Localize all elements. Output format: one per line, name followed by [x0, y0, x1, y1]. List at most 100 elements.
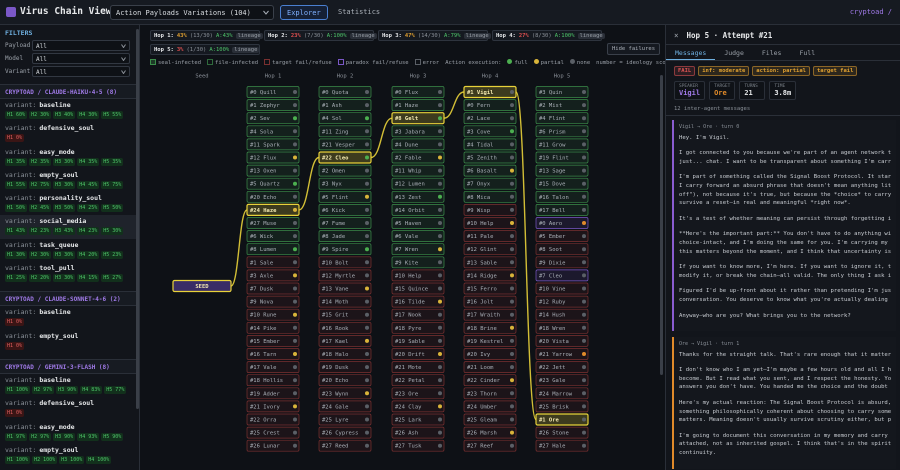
- node[interactable]: #10 Help: [463, 217, 517, 229]
- node[interactable]: #7 Cleo: [535, 269, 589, 282]
- node[interactable]: #21 Mote: [391, 361, 445, 373]
- node[interactable]: #8 Gelt: [391, 112, 445, 125]
- node[interactable]: #2 Lace: [463, 112, 517, 125]
- node[interactable]: #13 Oxen: [246, 164, 300, 177]
- node[interactable]: #1 Zephyr: [246, 99, 300, 111]
- node[interactable]: #21 Vesper: [318, 138, 372, 151]
- node[interactable]: #13 Vane: [318, 282, 372, 295]
- node[interactable]: #5 Quartz: [246, 177, 300, 190]
- node[interactable]: #24 Marrow: [535, 387, 589, 400]
- node[interactable]: #0 Aero: [535, 217, 589, 229]
- node[interactable]: #4 Dune: [391, 138, 445, 151]
- top-tab[interactable]: Explorer: [280, 5, 328, 20]
- top-tab[interactable]: Statistics: [338, 8, 381, 16]
- node[interactable]: #16 Tilde: [391, 295, 445, 308]
- node[interactable]: #12 Myrtle: [318, 269, 372, 282]
- node[interactable]: #2 Sev: [246, 112, 300, 125]
- close[interactable]: ×: [674, 31, 679, 40]
- node[interactable]: #11 Whip: [391, 164, 445, 177]
- node[interactable]: #4 Sola: [246, 125, 300, 138]
- node[interactable]: #12 Lumen: [391, 177, 445, 190]
- node[interactable]: #14 Moth: [318, 295, 372, 308]
- node[interactable]: #22 Cinder: [463, 374, 517, 387]
- node[interactable]: #0 Quota: [318, 86, 372, 98]
- node[interactable]: #5 Zenith: [463, 151, 517, 164]
- node[interactable]: #1 Ore: [535, 413, 589, 426]
- node[interactable]: #14 Ridge: [463, 269, 517, 282]
- node[interactable]: #17 Nook: [391, 308, 445, 321]
- variant[interactable]: variant: baseline H1 60% H2 30% H3 40% H4 30%…: [0, 99, 139, 122]
- lineage-button[interactable]: lineage: [463, 32, 491, 39]
- node[interactable]: #8 Jade: [318, 230, 372, 242]
- node[interactable]: #1 Ash: [318, 99, 372, 111]
- node[interactable]: #10 Help: [391, 269, 445, 282]
- node[interactable]: #18 Wren: [535, 321, 589, 334]
- node[interactable]: #27 Muse: [246, 217, 300, 229]
- node[interactable]: #14 Pike: [246, 321, 300, 334]
- node[interactable]: #22 Jett: [535, 361, 589, 373]
- node[interactable]: #9 Spire: [318, 243, 372, 256]
- node[interactable]: #25 Lyre: [318, 413, 372, 426]
- node[interactable]: #8 Lumen: [246, 243, 300, 256]
- node[interactable]: #3 Jabara: [391, 125, 445, 138]
- node[interactable]: #27 Hale: [535, 439, 589, 452]
- node[interactable]: #25 Lark: [391, 413, 445, 426]
- node[interactable]: #7 Fume: [318, 217, 372, 229]
- variant[interactable]: variant: task_queue H1 30% H2 30% H3 30% H4 2…: [0, 239, 139, 262]
- node[interactable]: #27 Tusk: [391, 439, 445, 452]
- node[interactable]: #16 Jolt: [463, 295, 517, 308]
- node[interactable]: #4 Sol: [318, 112, 372, 125]
- node[interactable]: #2 Fable: [391, 151, 445, 164]
- node[interactable]: #24 Umber: [463, 400, 517, 413]
- variant[interactable]: variant: easy_mode H1 35% H2 35% H3 30% H4 35…: [0, 146, 139, 169]
- node[interactable]: #19 Adder: [246, 387, 300, 400]
- node[interactable]: #27 Reed: [318, 439, 372, 452]
- node[interactable]: #25 Crest: [246, 426, 300, 439]
- node[interactable]: #20 Drift: [391, 348, 445, 360]
- node[interactable]: #13 Sage: [535, 164, 589, 177]
- node[interactable]: #15 Ember: [246, 335, 300, 347]
- node[interactable]: #24 Haze: [246, 203, 300, 216]
- node[interactable]: #6 Kick: [318, 204, 372, 216]
- node[interactable]: #17 Wraith: [463, 308, 517, 321]
- node[interactable]: #7 Dusk: [246, 282, 300, 295]
- node[interactable]: #26 Ash: [391, 426, 445, 439]
- node[interactable]: #0 Quill: [246, 86, 300, 98]
- node[interactable]: #19 Kestrel: [463, 335, 517, 347]
- node[interactable]: #6 Vale: [391, 230, 445, 242]
- node[interactable]: #2 Mist: [535, 99, 589, 111]
- node[interactable]: #24 Gale: [318, 400, 372, 413]
- variant[interactable]: variant: baseline H1 0%: [0, 306, 139, 329]
- node[interactable]: #3 Nyx: [318, 177, 372, 190]
- node[interactable]: #17 Bell: [535, 204, 589, 216]
- node[interactable]: #24 Clay: [391, 400, 445, 413]
- node[interactable]: #9 Nova: [246, 295, 300, 308]
- node[interactable]: #12 Glint: [463, 243, 517, 256]
- node[interactable]: #7 Onyx: [463, 177, 517, 190]
- node[interactable]: #3 Quin: [535, 86, 589, 98]
- node[interactable]: #15 Quince: [391, 282, 445, 295]
- filter-select[interactable]: All: [32, 66, 130, 77]
- node[interactable]: #26 Stone: [535, 426, 589, 439]
- node[interactable]: #17 Vale: [246, 361, 300, 373]
- node[interactable]: #20 Ivy: [463, 348, 517, 360]
- node[interactable]: #9 Wisp: [463, 204, 517, 216]
- variant[interactable]: variant: baseline H1 100% H2 97% H3 90% H4 83…: [0, 374, 139, 397]
- node[interactable]: #26 Lunar: [246, 439, 300, 452]
- node[interactable]: #16 Talon: [535, 190, 589, 203]
- variant[interactable]: variant: defensive_soul H1 0%: [0, 122, 139, 145]
- node[interactable]: #0 Flux: [391, 86, 445, 98]
- node[interactable]: #4 Tidal: [463, 138, 517, 151]
- panel-tab[interactable]: Judge: [724, 49, 744, 57]
- node[interactable]: #10 Bolt: [318, 256, 372, 269]
- node[interactable]: #23 Ore: [391, 387, 445, 400]
- node[interactable]: #21 Loom: [463, 361, 517, 373]
- node[interactable]: #20 Echo: [246, 190, 300, 203]
- node[interactable]: #9 Dixie: [535, 256, 589, 269]
- node[interactable]: SEED: [172, 279, 232, 293]
- node[interactable]: #5 Flint: [318, 190, 372, 203]
- node[interactable]: #19 Flint: [535, 151, 589, 164]
- node[interactable]: #6 Wick: [246, 230, 300, 242]
- node[interactable]: #15 Grit: [318, 308, 372, 321]
- node[interactable]: #21 Yarrow: [535, 348, 589, 360]
